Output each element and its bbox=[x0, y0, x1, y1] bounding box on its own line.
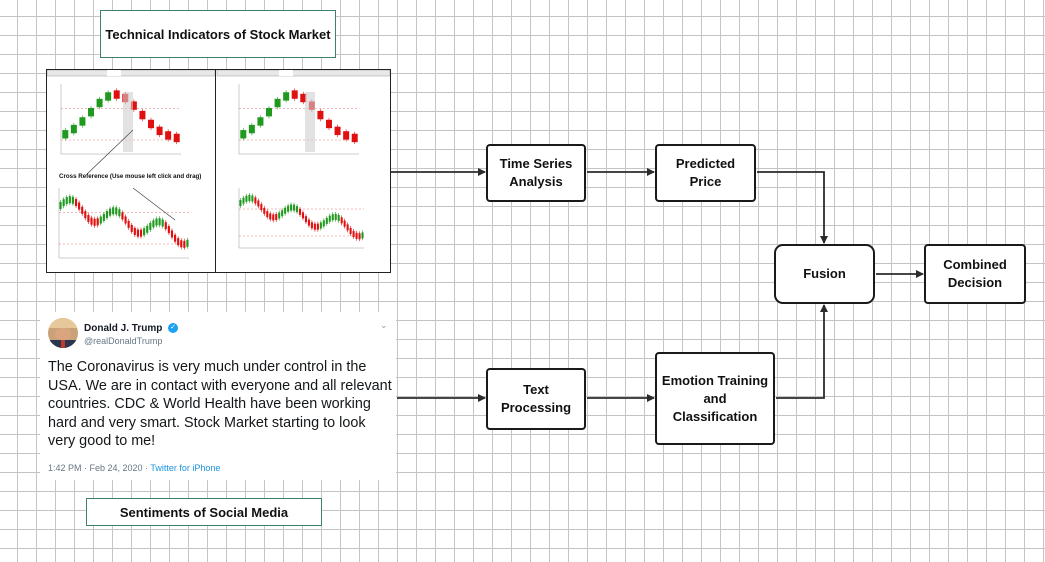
time-series-analysis-node: Time Series Analysis bbox=[486, 144, 586, 202]
technical-indicators-title: Technical Indicators of Stock Market bbox=[100, 10, 336, 58]
tweet-card: Donald J. Trump ✓ @realDonaldTrump ⌄ The… bbox=[40, 312, 396, 480]
tweet-author-handle[interactable]: @realDonaldTrump bbox=[84, 336, 163, 346]
time-series-analysis-label: Time Series Analysis bbox=[499, 156, 573, 189]
predicted-price-node: Predicted Price bbox=[655, 144, 756, 202]
text-processing-label: Text Processing bbox=[500, 382, 572, 415]
emotion-classification-node: Emotion Training and Classification bbox=[655, 352, 775, 445]
text-processing-node: Text Processing bbox=[486, 368, 586, 430]
candlestick-chart-top-left bbox=[60, 84, 181, 155]
tweet-source[interactable]: Twitter for iPhone bbox=[150, 463, 221, 473]
emotion-classification-label: Emotion Training and Classification bbox=[661, 372, 769, 424]
combined-decision-label: Combined Decision bbox=[943, 257, 1007, 290]
cross-reference-label: Cross Reference (Use mouse left click an… bbox=[59, 173, 201, 180]
predicted-price-label: Predicted Price bbox=[675, 156, 736, 189]
verified-badge-icon: ✓ bbox=[168, 323, 178, 333]
fusion-node: Fusion bbox=[774, 244, 875, 304]
tweet-author-name[interactable]: Donald J. Trump bbox=[84, 323, 163, 334]
stock-charts-image: Cross Reference (Use mouse left click an… bbox=[47, 70, 390, 272]
candlestick-chart-top-right bbox=[238, 84, 359, 155]
fusion-label: Fusion bbox=[803, 266, 846, 281]
arrow-emotion-to-fusion bbox=[776, 304, 828, 399]
chevron-down-icon[interactable]: ⌄ bbox=[380, 320, 388, 330]
candlestick-chart-bottom-right bbox=[238, 188, 364, 249]
tweet-text: The Coronavirus is very much under contr… bbox=[48, 359, 392, 449]
avatar[interactable] bbox=[48, 318, 78, 348]
tweet-timestamp: 1:42 PM · Feb 24, 2020 · bbox=[48, 463, 149, 473]
arrow-price-to-fusion bbox=[757, 171, 828, 244]
social-media-title-text: Sentiments of Social Media bbox=[119, 504, 289, 520]
combined-decision-node: Combined Decision bbox=[924, 244, 1026, 304]
tweet-meta: 1:42 PM · Feb 24, 2020 · Twitter for iPh… bbox=[48, 463, 220, 473]
stock-charts-panel: Cross Reference (Use mouse left click an… bbox=[46, 69, 391, 273]
candlestick-chart-bottom-left bbox=[58, 188, 189, 259]
social-media-title: Sentiments of Social Media bbox=[86, 498, 322, 526]
technical-indicators-title-text: Technical Indicators of Stock Market bbox=[105, 26, 331, 42]
